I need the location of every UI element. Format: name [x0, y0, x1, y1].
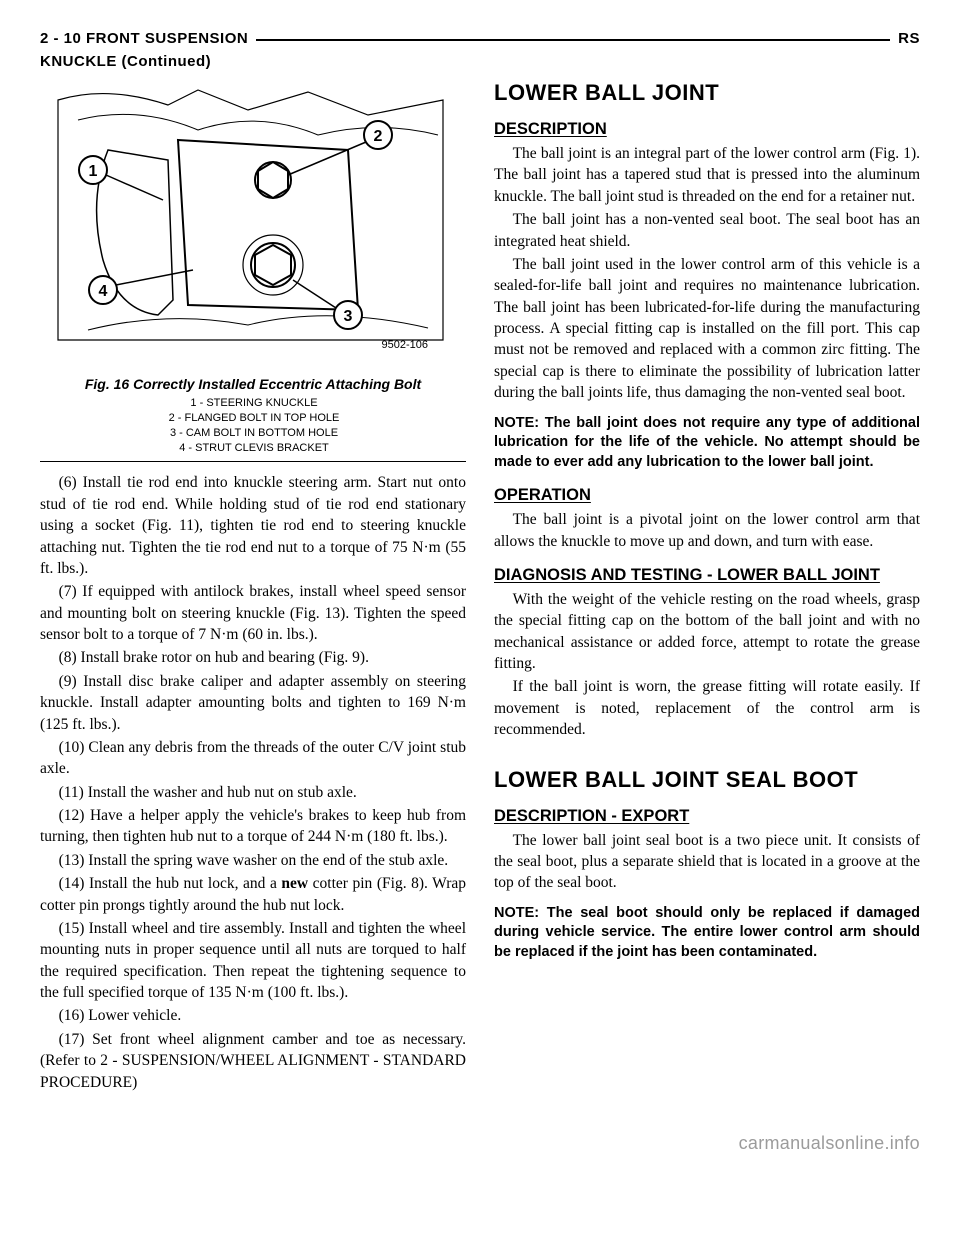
legend-item: 2 - FLANGED BOLT IN TOP HOLE — [42, 411, 466, 426]
header-rule — [256, 39, 890, 41]
svg-text:2: 2 — [374, 128, 383, 145]
note-lubrication: NOTE: The ball joint does not require an… — [494, 414, 920, 473]
note-seal-boot: NOTE: The seal boot should only be repla… — [494, 904, 920, 963]
legend-item: 1 - STEERING KNUCKLE — [42, 396, 466, 411]
heading-diagnosis: DIAGNOSIS AND TESTING - LOWER BALL JOINT — [494, 566, 920, 585]
watermark: carmanualsonline.info — [0, 1115, 960, 1162]
legend-item: 3 - CAM BOLT IN BOTTOM HOLE — [42, 426, 466, 441]
step-7: (7) If equipped with antilock brakes, in… — [40, 581, 466, 645]
left-column: 1 2 3 4 9502-106 Fig. 16 Correctly Insta… — [40, 80, 466, 1095]
svg-text:9502-106: 9502-106 — [382, 339, 429, 351]
right-column: LOWER BALL JOINT DESCRIPTION The ball jo… — [494, 80, 920, 1095]
section-seal-boot: LOWER BALL JOINT SEAL BOOT — [494, 767, 920, 793]
heading-desc-export: DESCRIPTION - EXPORT — [494, 807, 920, 826]
page-header: 2 - 10 FRONT SUSPENSION RS — [40, 30, 920, 47]
figure-rule — [40, 461, 466, 462]
svg-text:1: 1 — [89, 163, 98, 180]
operation-p: The ball joint is a pivotal joint on the… — [494, 509, 920, 552]
svg-text:3: 3 — [344, 308, 353, 325]
heading-operation: OPERATION — [494, 486, 920, 505]
step-12: (12) Have a helper apply the vehicle's b… — [40, 805, 466, 848]
header-right: RS — [898, 30, 920, 47]
step-8: (8) Install brake rotor on hub and beari… — [40, 647, 466, 668]
step-10: (10) Clean any debris from the threads o… — [40, 737, 466, 780]
step-6: (6) Install tie rod end into knuckle ste… — [40, 472, 466, 579]
diag-p1: With the weight of the vehicle resting o… — [494, 589, 920, 675]
section-lower-ball-joint: LOWER BALL JOINT — [494, 80, 920, 106]
desc-p1: The ball joint is an integral part of th… — [494, 143, 920, 207]
step-11: (11) Install the washer and hub nut on s… — [40, 782, 466, 803]
desc-p3: The ball joint used in the lower control… — [494, 254, 920, 404]
header-sub: KNUCKLE (Continued) — [40, 53, 920, 70]
figure-caption: Fig. 16 Correctly Installed Eccentric At… — [40, 376, 466, 392]
step-16: (16) Lower vehicle. — [40, 1005, 466, 1026]
step-13: (13) Install the spring wave washer on t… — [40, 850, 466, 871]
svg-text:4: 4 — [99, 283, 108, 300]
header-left: 2 - 10 FRONT SUSPENSION — [40, 30, 248, 47]
desc-export-p: The lower ball joint seal boot is a two … — [494, 830, 920, 894]
heading-description: DESCRIPTION — [494, 120, 920, 139]
diag-p2: If the ball joint is worn, the grease fi… — [494, 676, 920, 740]
step-15: (15) Install wheel and tire assembly. In… — [40, 918, 466, 1004]
step-9: (9) Install disc brake caliper and adapt… — [40, 671, 466, 735]
figure-16: 1 2 3 4 9502-106 Fig. 16 Correctly Insta… — [40, 80, 466, 455]
step-14: (14) Install the hub nut lock, and a new… — [40, 873, 466, 916]
figure-legend: 1 - STEERING KNUCKLE 2 - FLANGED BOLT IN… — [40, 396, 466, 455]
legend-item: 4 - STRUT CLEVIS BRACKET — [42, 441, 466, 456]
step-17: (17) Set front wheel alignment camber an… — [40, 1029, 466, 1093]
figure-16-svg: 1 2 3 4 9502-106 — [48, 80, 458, 370]
desc-p2: The ball joint has a non-vented seal boo… — [494, 209, 920, 252]
